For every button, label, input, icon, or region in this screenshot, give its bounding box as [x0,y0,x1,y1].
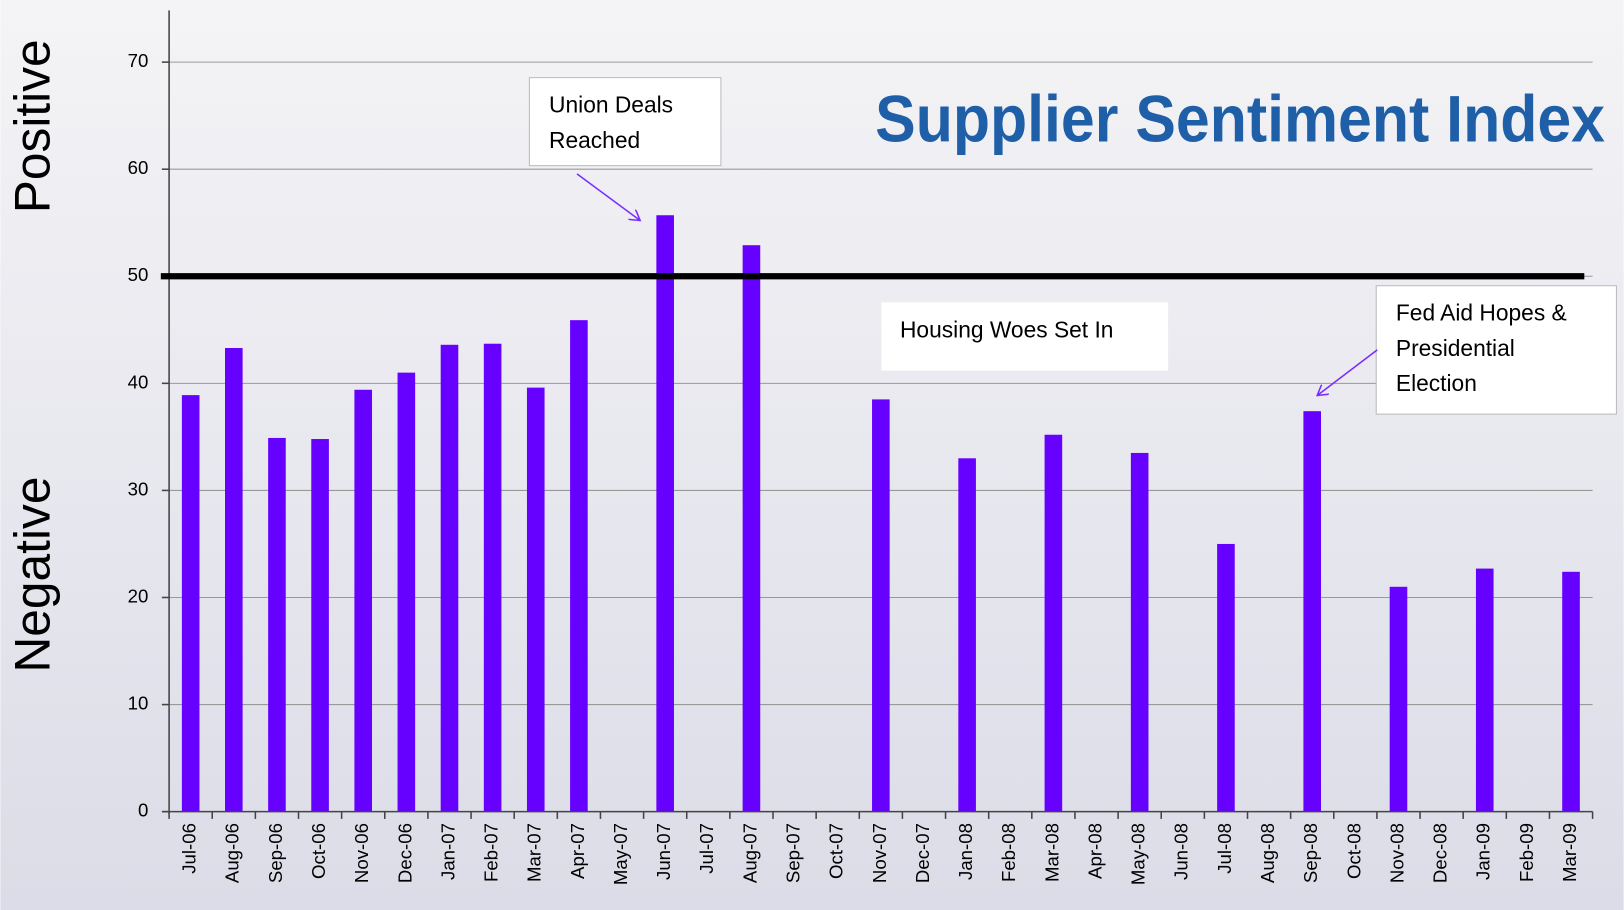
annotation-text: Housing Woes Set In [900,316,1113,342]
annotation-text: Election [1396,370,1477,396]
chart-title: Supplier Sentiment Index [875,83,1605,157]
x-tick-label: Nov-08 [1386,823,1407,883]
x-tick-label: Sep-07 [782,823,803,883]
bar [483,343,502,812]
bar [656,215,674,812]
x-tick-label: Nov-06 [351,823,372,883]
x-tick-label: Jul-07 [696,823,717,874]
x-tick-label: Dec-07 [912,823,933,883]
x-tick-label: Dec-06 [394,823,415,883]
x-tick-label: Jul-08 [1214,823,1235,874]
x-tick-label: May-07 [610,823,631,885]
x-tick-label: Aug-08 [1257,823,1278,883]
annotation-arrow [576,173,640,221]
y-tick-label: 30 [128,478,149,499]
x-tick-label: Mar-09 [1559,823,1580,882]
y-tick-label: 10 [128,692,149,713]
side-label: Positive [5,39,61,213]
bars [181,215,1580,812]
x-tick-label: Mar-08 [1041,823,1062,882]
side-label: Negative [5,477,61,673]
x-tick-label: Sep-06 [265,823,286,883]
x-tick-label: Oct-06 [308,823,329,879]
bar [1562,571,1580,812]
x-tick-label: Mar-07 [524,823,545,882]
bar [742,245,761,812]
annotation-text: Fed Aid Hopes & [1396,300,1567,326]
bar [1475,568,1494,812]
annotation-arrow [1317,349,1378,396]
y-tick-label: 50 [128,264,149,285]
x-tick-label: Feb-08 [998,823,1019,882]
y-tick-label: 40 [128,371,149,392]
bar [311,439,329,812]
y-tick-label: 60 [128,157,149,178]
annotation-text: Reached [549,127,640,153]
bar [181,395,200,812]
annotation-box [881,302,1169,371]
bar [1303,411,1322,812]
x-tick-label: Jun-07 [653,823,674,880]
bar [958,458,976,812]
y-tick-label: 20 [128,585,149,606]
bar [1044,434,1063,812]
bar [1389,586,1408,812]
x-tick-label: Oct-08 [1343,823,1364,879]
x-tick-label: Feb-07 [481,823,502,882]
x-tick-label: Dec-08 [1430,823,1451,883]
x-tick-label: Apr-07 [567,823,588,879]
annotation-text: Presidential [1396,335,1515,361]
x-tick-label: Aug-06 [222,823,243,883]
y-tick-label: 70 [128,50,149,71]
x-tick-label: Feb-09 [1516,823,1537,882]
bar [526,387,545,812]
x-tick-label: Sep-08 [1300,823,1321,883]
x-tick-label: Jan-07 [437,823,458,880]
x-tick-label: Jan-09 [1473,823,1494,880]
bar [225,348,243,812]
x-tick-label: Aug-07 [739,823,760,883]
bar [354,389,373,812]
x-tick-label: Jun-08 [1171,823,1192,880]
bar [440,344,459,812]
x-tick-label: Nov-07 [869,823,890,883]
x-tick-label: Apr-08 [1084,823,1105,879]
bar [570,320,588,812]
annotation-box [1375,285,1617,415]
x-tick-label: Jul-06 [179,823,200,874]
bar [872,399,890,812]
bar [397,372,416,812]
bar [1217,543,1235,812]
x-tick-label: May-08 [1128,823,1149,885]
bar [268,437,286,812]
annotation-box [528,77,722,167]
bar [1130,452,1149,812]
y-tick-label: 0 [138,800,148,821]
x-tick-label: Oct-07 [826,823,847,879]
annotation-text: Union Deals [549,92,673,118]
x-tick-label: Jan-08 [955,823,976,880]
